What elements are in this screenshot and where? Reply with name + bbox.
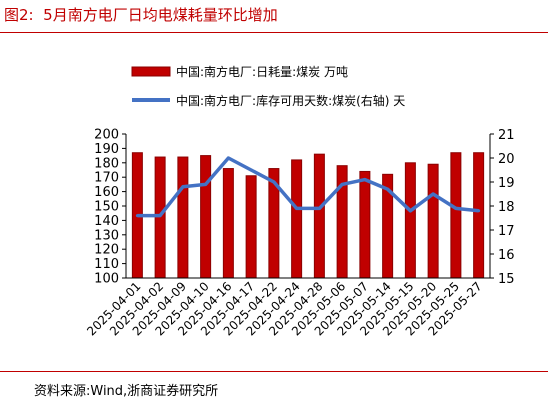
line-point xyxy=(295,206,299,210)
legend: 中国:南方电厂:日耗量:煤炭 万吨 中国:南方电厂:库存可用天数:煤炭(右轴) … xyxy=(131,64,405,108)
left-tick-label: 170 xyxy=(94,171,119,186)
bar xyxy=(427,163,439,279)
bar xyxy=(177,156,189,279)
line-point xyxy=(181,185,185,189)
bottom-rule xyxy=(0,371,548,372)
bar xyxy=(154,156,166,279)
legend-label-line: 中国:南方电厂:库存可用天数:煤炭(右轴) 天 xyxy=(176,93,405,108)
bar xyxy=(450,152,462,279)
line-point xyxy=(408,209,412,213)
left-tick-label: 150 xyxy=(94,200,119,215)
line-point xyxy=(226,156,230,160)
line-point xyxy=(204,182,208,186)
line-point xyxy=(386,187,390,191)
line-series xyxy=(135,156,481,218)
left-tick-label: 200 xyxy=(94,128,119,143)
right-axis: 15 16 17 18 19 20 21 xyxy=(489,128,515,287)
figure-title: 图2: 5月南方电厂日均电煤耗量环比增加 xyxy=(4,4,278,25)
right-tick-label: 20 xyxy=(498,152,515,167)
top-rule xyxy=(0,32,548,33)
chart: 中国:南方电厂:日耗量:煤炭 万吨 中国:南方电厂:库存可用天数:煤炭(右轴) … xyxy=(84,64,515,338)
line-point xyxy=(340,182,344,186)
line-point xyxy=(431,192,435,196)
left-tick-label: 100 xyxy=(94,272,119,287)
bar-series xyxy=(131,152,485,279)
x-axis: 2025-04-012025-04-022025-04-092025-04-10… xyxy=(84,277,490,338)
right-tick-label: 18 xyxy=(498,200,515,215)
left-tick-label: 160 xyxy=(94,185,119,200)
legend-swatch-bar xyxy=(131,66,171,77)
line-point xyxy=(477,209,481,213)
line-point xyxy=(158,214,162,218)
line-path xyxy=(137,156,479,218)
bar xyxy=(245,175,257,279)
line-point xyxy=(249,168,253,172)
legend-label-bar: 中国:南方电厂:日耗量:煤炭 万吨 xyxy=(176,64,348,79)
figure-title-text: 5月南方电厂日均电煤耗量环比增加 xyxy=(43,6,278,24)
bar xyxy=(291,159,303,279)
line-point xyxy=(363,178,367,182)
left-tick-label: 140 xyxy=(94,214,119,229)
left-tick-label: 180 xyxy=(94,156,119,171)
left-tick-label: 130 xyxy=(94,228,119,243)
bar xyxy=(359,170,371,279)
right-tick-label: 21 xyxy=(498,128,515,143)
left-tick-label: 120 xyxy=(94,243,119,258)
line-point xyxy=(454,206,458,210)
bar xyxy=(313,153,325,279)
left-tick-label: 190 xyxy=(94,142,119,157)
line-point xyxy=(272,180,276,184)
source-note: 资料来源:Wind,浙商证券研究所 xyxy=(34,384,219,399)
line-point xyxy=(317,206,321,210)
figure-label: 图2: xyxy=(4,6,34,24)
left-tick-label: 110 xyxy=(94,257,119,272)
bar xyxy=(404,162,416,279)
bar xyxy=(473,152,485,279)
line-point xyxy=(135,214,139,218)
right-tick-label: 15 xyxy=(498,272,515,287)
bar xyxy=(222,168,234,279)
right-tick-label: 19 xyxy=(498,176,515,191)
right-tick-label: 16 xyxy=(498,248,515,263)
right-tick-label: 17 xyxy=(498,224,515,239)
bar xyxy=(200,155,212,279)
